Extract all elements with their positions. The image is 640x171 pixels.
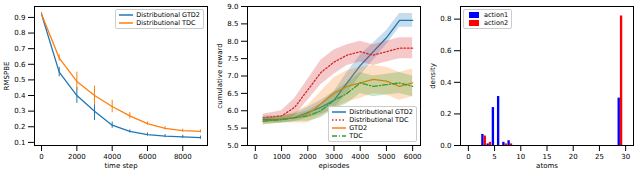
svg-text:7.5: 7.5 bbox=[227, 55, 238, 63]
svg-text:RMSPBE: RMSPBE bbox=[3, 62, 11, 91]
svg-text:2000: 2000 bbox=[299, 153, 317, 161]
svg-text:0: 0 bbox=[466, 153, 470, 161]
svg-text:7.0: 7.0 bbox=[227, 72, 238, 80]
svg-text:0.3: 0.3 bbox=[14, 107, 25, 115]
html-text:GTD2: GTD2 bbox=[349, 124, 368, 132]
svg-text:0.8: 0.8 bbox=[440, 15, 451, 23]
svg-text:1000: 1000 bbox=[273, 153, 291, 161]
svg-text:0.2: 0.2 bbox=[14, 123, 25, 131]
svg-text:5.5: 5.5 bbox=[227, 124, 238, 132]
svg-text:0.9: 0.9 bbox=[14, 14, 25, 22]
svg-text:8.0: 8.0 bbox=[227, 37, 238, 45]
svg-text:0.5: 0.5 bbox=[14, 76, 25, 84]
svg-text:cumulative reward: cumulative reward bbox=[216, 43, 224, 108]
svg-text:0.6: 0.6 bbox=[440, 47, 452, 55]
svg-text:0.0: 0.0 bbox=[440, 142, 451, 150]
svg-text:episodes: episodes bbox=[318, 162, 349, 170]
svg-text:6000: 6000 bbox=[404, 153, 422, 161]
svg-text:6.0: 6.0 bbox=[227, 107, 238, 115]
svg-text:atoms: atoms bbox=[536, 162, 558, 170]
svg-text:0.4: 0.4 bbox=[440, 79, 452, 87]
svg-text:0.2: 0.2 bbox=[440, 110, 451, 118]
svg-text:20: 20 bbox=[569, 153, 578, 161]
svg-text:30: 30 bbox=[621, 153, 630, 161]
html-text:Distributional TDC: Distributional TDC bbox=[349, 116, 409, 124]
svg-text:0.1: 0.1 bbox=[14, 139, 25, 147]
svg-text:density: density bbox=[429, 63, 437, 89]
html-text:Distributional GTD2: Distributional GTD2 bbox=[349, 108, 413, 116]
svg-text:4000: 4000 bbox=[351, 153, 369, 161]
svg-text:8.5: 8.5 bbox=[227, 20, 238, 28]
svg-text:4000: 4000 bbox=[103, 153, 121, 161]
svg-text:0.7: 0.7 bbox=[14, 45, 25, 53]
svg-text:5: 5 bbox=[492, 153, 496, 161]
svg-text:0.6: 0.6 bbox=[14, 61, 26, 69]
svg-text:15: 15 bbox=[543, 153, 552, 161]
html-text:Distributional GTD2: Distributional GTD2 bbox=[136, 11, 200, 19]
svg-text:8000: 8000 bbox=[174, 153, 192, 161]
svg-text:3000: 3000 bbox=[325, 153, 343, 161]
html-text:action1: action1 bbox=[484, 11, 509, 19]
svg-text:10: 10 bbox=[516, 153, 525, 161]
svg-text:5000: 5000 bbox=[378, 153, 396, 161]
svg-text:9.0: 9.0 bbox=[227, 3, 238, 11]
svg-text:6.5: 6.5 bbox=[227, 90, 238, 98]
svg-text:6000: 6000 bbox=[139, 153, 157, 161]
svg-text:0: 0 bbox=[253, 153, 257, 161]
svg-text:0.4: 0.4 bbox=[14, 92, 26, 100]
svg-text:0.8: 0.8 bbox=[14, 29, 25, 37]
svg-text:2000: 2000 bbox=[68, 153, 86, 161]
svg-text:0: 0 bbox=[39, 153, 43, 161]
svg-text:5.0: 5.0 bbox=[227, 142, 238, 150]
svg-text:time step: time step bbox=[104, 162, 138, 170]
html-text:action2: action2 bbox=[484, 19, 509, 27]
html-text:Distributional TDC: Distributional TDC bbox=[136, 19, 196, 27]
html-text:TDC: TDC bbox=[349, 132, 363, 140]
svg-text:25: 25 bbox=[595, 153, 604, 161]
